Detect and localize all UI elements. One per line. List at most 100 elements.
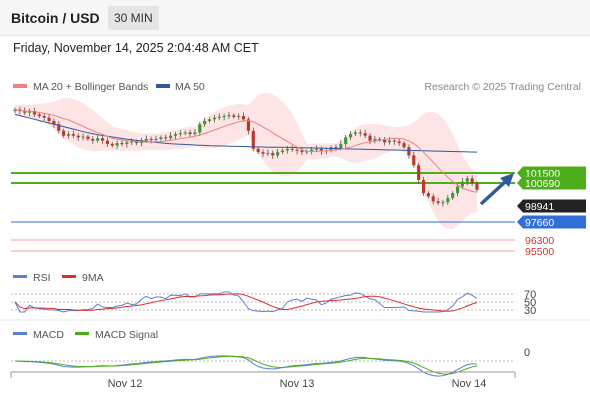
candle-body xyxy=(426,193,430,197)
instrument-title: Bitcoin / USD xyxy=(11,10,100,26)
candle-body xyxy=(397,141,401,144)
bollinger-band-fill xyxy=(15,93,477,230)
candle-body xyxy=(436,201,440,203)
candle-body xyxy=(47,117,51,121)
candle-body xyxy=(217,116,221,118)
x-tick-nov13: Nov 13 xyxy=(280,378,315,390)
legend-swatch-ma50 xyxy=(156,84,170,88)
candle-body xyxy=(348,134,353,138)
x-tick-nov14: Nov 14 xyxy=(452,378,487,390)
level-label-100690: 100690 xyxy=(525,178,560,190)
candle-body xyxy=(363,133,367,136)
candle-body xyxy=(188,132,192,135)
legend-swatch-macd-signal xyxy=(75,332,89,335)
candle-body xyxy=(149,139,153,140)
candle-body xyxy=(392,140,396,142)
candle-body xyxy=(130,141,134,143)
legend-swatch-bollinger xyxy=(13,84,27,88)
candle-body xyxy=(295,149,299,151)
candle-body xyxy=(193,132,197,135)
legend-swatch-macd xyxy=(13,332,27,335)
timeframe-badge[interactable]: 30 MIN xyxy=(108,6,159,30)
candle-body xyxy=(232,115,236,117)
candle-body xyxy=(290,148,294,150)
rsi-level-70: 70 xyxy=(524,289,536,301)
level-label-97660: 97660 xyxy=(525,217,554,229)
candle-body xyxy=(251,130,255,149)
legend-label-macd-signal: MACD Signal xyxy=(95,329,158,341)
candle-body xyxy=(465,178,469,182)
level-tag-98941 xyxy=(517,199,586,213)
candle-body xyxy=(71,134,75,136)
candle-body xyxy=(470,178,474,184)
candle-body xyxy=(373,139,377,141)
candle-body xyxy=(134,141,139,144)
candle-body xyxy=(407,147,411,156)
candle-body xyxy=(96,138,100,141)
candle-body xyxy=(237,116,241,118)
candle-body xyxy=(402,143,406,148)
level-label-98941: 98941 xyxy=(525,201,554,213)
level-tag-101500 xyxy=(517,166,586,180)
candle-body xyxy=(115,143,119,146)
candle-body xyxy=(421,180,426,194)
candle-body xyxy=(460,181,464,187)
candle-body xyxy=(280,150,285,153)
x-tick-nov12: Nov 12 xyxy=(108,378,143,390)
candle-body xyxy=(207,119,212,121)
macd-level-0: 0 xyxy=(524,347,530,359)
candle-body xyxy=(334,147,338,149)
candle-body xyxy=(417,165,421,180)
price-levels xyxy=(11,172,515,252)
candle-body xyxy=(62,130,66,136)
candle-body xyxy=(154,139,158,140)
candle-body xyxy=(227,115,231,117)
candlesticks xyxy=(13,106,479,207)
candle-body xyxy=(57,124,61,131)
forecast-arrow xyxy=(479,173,514,206)
candle-body xyxy=(86,136,90,139)
candle-body xyxy=(310,149,314,152)
candle-body xyxy=(164,137,168,139)
x-axis: Nov 12 Nov 13 Nov 14 xyxy=(10,371,516,390)
candle-body xyxy=(13,109,17,112)
legend-label-bollinger: MA 20 + Bollinger Bands xyxy=(33,81,148,93)
candle-body xyxy=(246,119,251,131)
legend-label-macd: MACD xyxy=(33,329,64,341)
candle-body xyxy=(387,140,392,143)
candle-body xyxy=(100,138,105,141)
candle-body xyxy=(203,120,207,125)
candle-body xyxy=(256,148,260,153)
candle-body xyxy=(266,152,270,154)
candle-body xyxy=(66,134,71,136)
legend-label-rsi-ma: 9MA xyxy=(82,272,104,284)
legend-label-rsi: RSI xyxy=(33,272,51,284)
rsi-ma-line xyxy=(14,293,478,312)
ma50-line xyxy=(14,113,478,153)
candle-body xyxy=(42,116,46,118)
rsi-level-50: 50 xyxy=(524,297,536,309)
candle-body xyxy=(91,139,95,141)
candle-body xyxy=(173,134,178,136)
candle-body xyxy=(344,137,348,144)
level-tag-100690 xyxy=(517,176,586,190)
candle-body xyxy=(159,137,163,139)
candle-body xyxy=(241,116,246,120)
candle-body xyxy=(212,117,216,120)
candle-body xyxy=(178,133,182,135)
level-tag-97660 xyxy=(517,215,586,229)
candle-body xyxy=(169,135,173,139)
candle-body xyxy=(81,136,85,138)
candle-body xyxy=(451,193,455,199)
rsi-line xyxy=(14,291,478,313)
legend-swatch-rsi-ma xyxy=(62,275,76,278)
candle-body xyxy=(271,152,275,156)
attribution: Research © 2025 Trading Central xyxy=(424,81,581,93)
candle-body xyxy=(383,139,387,143)
bollinger-bands xyxy=(15,93,477,230)
candle-body xyxy=(125,142,129,144)
rsi-panel: RSI 9MA 70 50 30 xyxy=(11,272,536,317)
chart-header: Bitcoin / USD 30 MIN xyxy=(0,0,590,36)
